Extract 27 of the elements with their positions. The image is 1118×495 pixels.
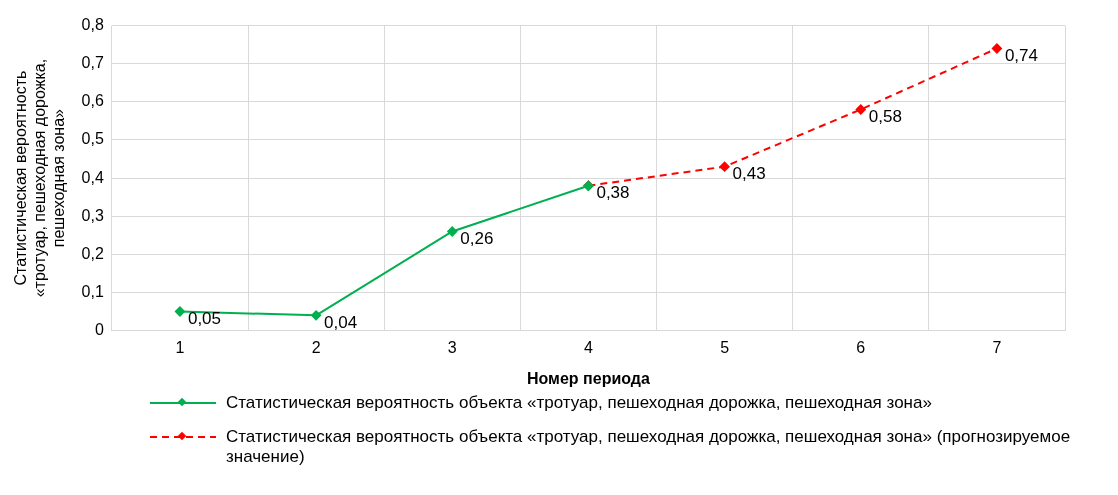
x-tick-label: 7 bbox=[992, 338, 1002, 356]
data-label: 0,58 bbox=[868, 107, 902, 127]
data-label: 0,04 bbox=[324, 313, 358, 333]
legend-label: Статистическая вероятность объекта «тротуар, пешеходная дорожка, пешеходная зона» bbox=[226, 393, 933, 413]
y-tick-label: 0 bbox=[94, 321, 104, 339]
x-tick-label: 5 bbox=[720, 338, 730, 356]
y-tick-label: 0,8 bbox=[81, 16, 104, 34]
data-label: 0,38 bbox=[596, 183, 630, 203]
data-label: 0,05 bbox=[187, 309, 222, 329]
x-tick-label: 6 bbox=[856, 338, 866, 356]
y-tick-label: 0,6 bbox=[81, 92, 104, 110]
y-tick-label: 0,4 bbox=[81, 168, 104, 186]
y-axis-title: Статистическая вероятность «тротуар, пешеходная дорожка, пешеходная зона» bbox=[12, 58, 68, 298]
y-tick-label: 0,3 bbox=[81, 206, 104, 224]
x-axis-title: Номер периода bbox=[526, 369, 650, 387]
y-tick-label: 0,1 bbox=[81, 282, 104, 300]
x-tick-label: 4 bbox=[583, 338, 593, 356]
y-tick-label: 0,5 bbox=[81, 130, 104, 148]
x-tick-label: 1 bbox=[175, 338, 185, 356]
legend-label: Статистическая вероятность объекта «тротуар, пешеходная дорожка, пешеходная зона» (прогнозируемое значение) bbox=[226, 427, 1072, 467]
x-tick-label: 2 bbox=[311, 338, 321, 356]
data-label: 0,26 bbox=[460, 229, 494, 249]
data-label: 0,74 bbox=[1004, 46, 1039, 66]
y-tick-label: 0,2 bbox=[81, 244, 104, 262]
x-tick-label: 3 bbox=[447, 338, 457, 356]
y-tick-label: 0,7 bbox=[81, 54, 104, 72]
data-label: 0,43 bbox=[732, 164, 766, 184]
